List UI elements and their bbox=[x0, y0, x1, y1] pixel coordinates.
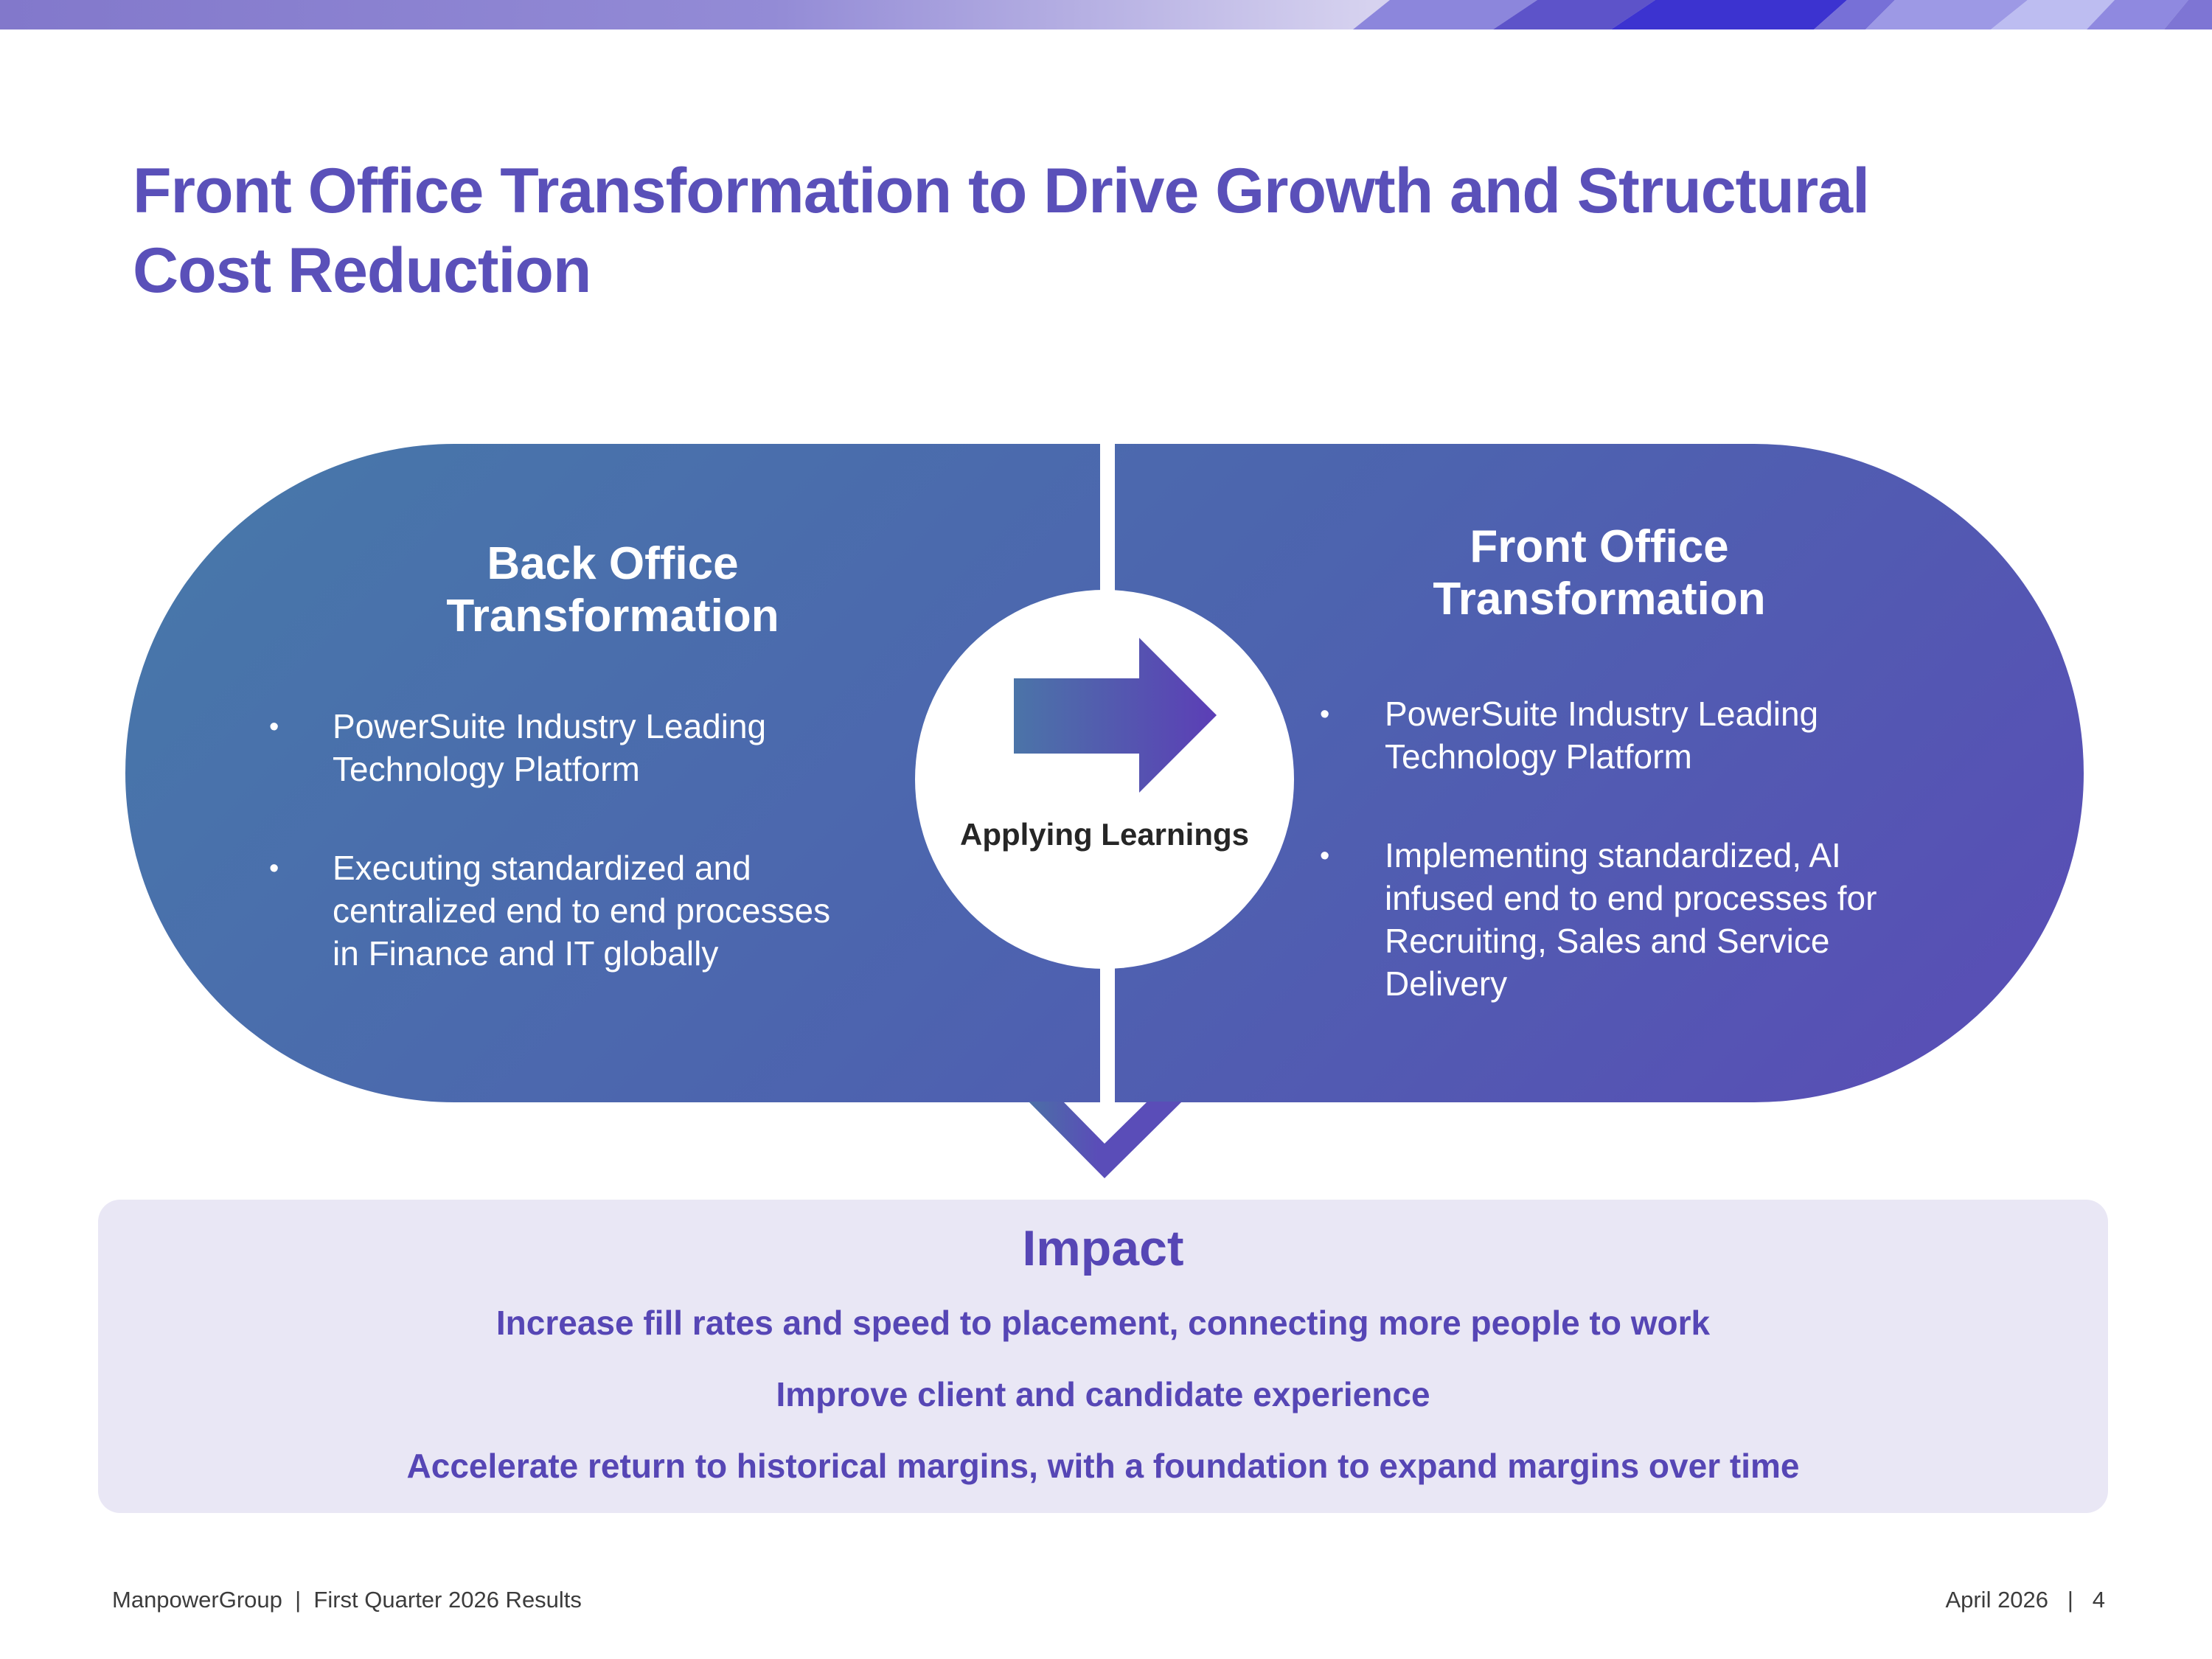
impact-heading: Impact bbox=[1022, 1220, 1184, 1276]
front-office-heading: Front Office Transformation bbox=[1433, 521, 1766, 625]
impact-line: Improve client and candidate experience bbox=[776, 1374, 1430, 1413]
chevron-down-icon bbox=[1029, 1102, 1182, 1178]
impact-panel: Impact Increase fill rates and speed to … bbox=[98, 1200, 2108, 1513]
bullet-text: PowerSuite Industry Leading Technology P… bbox=[333, 707, 767, 789]
topbar-decoration bbox=[0, 0, 2212, 29]
footer: ManpowerGroup | First Quarter 2026 Resul… bbox=[0, 1587, 2212, 1619]
applying-learnings-badge: Applying Learnings bbox=[915, 590, 1294, 969]
list-item: • PowerSuite Industry Leading Technology… bbox=[269, 706, 1100, 791]
right-arrow-icon bbox=[1014, 638, 1217, 793]
front-office-panel: Front Office Transformation • PowerSuite… bbox=[1115, 444, 2084, 1102]
bullet-dot: • bbox=[1320, 841, 1330, 872]
footer-right: April 2026 | 4 bbox=[1945, 1587, 2105, 1613]
bullet-dot: • bbox=[269, 712, 279, 743]
back-office-bullets: • PowerSuite Industry Leading Technology… bbox=[269, 706, 1100, 975]
impact-line: Increase fill rates and speed to placeme… bbox=[495, 1303, 1711, 1342]
footer-left: ManpowerGroup | First Quarter 2026 Resul… bbox=[112, 1587, 582, 1613]
bullet-text: PowerSuite Industry Leading Technology P… bbox=[1385, 695, 1819, 776]
bullet-dot: • bbox=[1320, 699, 1330, 731]
list-item: • Implementing standardized, AI infused … bbox=[1320, 835, 2084, 1006]
back-office-panel: Back Office Transformation • PowerSuite … bbox=[125, 444, 1100, 1102]
bullet-text: Executing standardized and centralized e… bbox=[333, 849, 831, 973]
bullet-dot: • bbox=[269, 853, 279, 885]
page-title: Front Office Transformation to Drive Gro… bbox=[133, 156, 1870, 307]
impact-line: Accelerate return to historical margins,… bbox=[406, 1446, 1800, 1485]
list-item: • PowerSuite Industry Leading Technology… bbox=[1320, 693, 2084, 779]
list-item: • Executing standardized and centralized… bbox=[269, 847, 1100, 975]
front-office-bullets: • PowerSuite Industry Leading Technology… bbox=[1320, 693, 2084, 1006]
back-office-heading: Back Office Transformation bbox=[446, 538, 779, 641]
bullet-text: Implementing standardized, AI infused en… bbox=[1385, 836, 1877, 1004]
applying-learnings-label: Applying Learnings bbox=[959, 817, 1250, 852]
